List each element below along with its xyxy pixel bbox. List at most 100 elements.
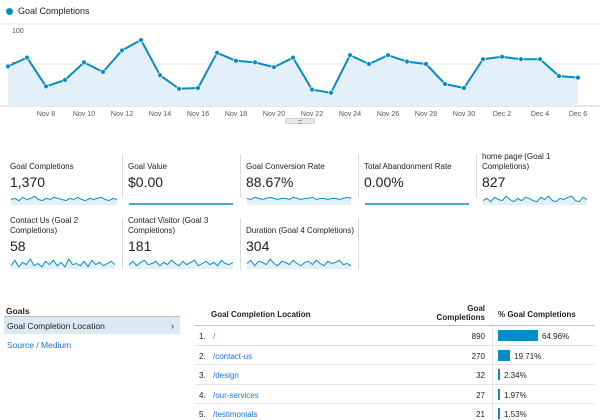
scorecard-home-page-goal[interactable]: home page (Goal 1 Completions) 827	[482, 146, 590, 206]
scorecard-duration-goal[interactable]: Duration (Goal 4 Completions) 304	[246, 216, 358, 270]
legend-label: Goal Completions	[18, 6, 90, 16]
x-tick-label: Nov 26	[377, 111, 399, 118]
goals-divider	[4, 316, 180, 317]
column-header-completions[interactable]: Goal Completions	[436, 304, 485, 322]
row-location-link[interactable]: /design	[213, 371, 239, 380]
data-point[interactable]	[309, 86, 315, 93]
data-point[interactable]	[81, 59, 87, 66]
scorecard-label: Contact Visitor (Goal 3 Completions)	[128, 216, 209, 235]
row-index: 5.	[199, 410, 206, 419]
x-tick-label: Nov 12	[111, 111, 133, 118]
chart-legend[interactable]: Goal Completions	[6, 6, 90, 16]
data-point[interactable]	[100, 69, 106, 75]
data-point[interactable]	[252, 59, 258, 66]
scorecard-value: 0.00%	[364, 174, 404, 190]
row-percent-value: 1.53%	[504, 410, 527, 419]
column-divider	[492, 326, 493, 345]
scorecard-divider	[122, 218, 123, 270]
row-index: 2.	[199, 351, 206, 361]
data-point[interactable]	[233, 58, 239, 64]
row-index: 3.	[199, 371, 206, 380]
scorecard-goal-completions[interactable]: Goal Completions 1,370	[10, 152, 122, 206]
column-header-location[interactable]: Goal Completion Location	[211, 310, 311, 319]
data-point[interactable]	[43, 83, 49, 90]
row-location-link[interactable]: /testimonials	[213, 410, 258, 419]
row-percent-value: 2.34%	[504, 371, 527, 380]
scorecard-value: 827	[482, 174, 506, 190]
data-point[interactable]	[62, 77, 68, 83]
row-index: 4.	[199, 390, 206, 400]
data-point[interactable]	[423, 61, 429, 67]
scorecard-flatline	[365, 203, 469, 205]
scorecard-label: Duration (Goal 4 Completions)	[246, 226, 355, 235]
scorecard-contact-visitor-goal[interactable]: Contact Visitor (Goal 3 Completions) 181	[128, 216, 240, 270]
data-point[interactable]	[537, 56, 543, 62]
scorecard-sparkline	[246, 258, 352, 269]
data-point[interactable]	[157, 72, 163, 78]
data-point[interactable]	[176, 86, 182, 92]
column-header-percent[interactable]: % Goal Completions	[498, 310, 576, 319]
scorecard-divider	[476, 154, 477, 198]
scorecard-value: 181	[128, 238, 152, 254]
table-row: 4. /our-services 27 1.97%	[195, 384, 595, 404]
chart-resize-handle[interactable]	[285, 118, 315, 124]
row-completions: 270	[471, 351, 485, 361]
scorecard-sparkline	[128, 259, 234, 269]
data-point[interactable]	[347, 52, 353, 58]
row-index: 1.	[199, 332, 206, 341]
scorecard-value: 1,370	[10, 174, 46, 190]
row-completions: 27	[476, 390, 485, 400]
row-location-link[interactable]: /contact-us	[213, 351, 253, 361]
data-point[interactable]	[518, 56, 524, 62]
data-point[interactable]	[214, 50, 220, 56]
row-location-link[interactable]: /our-services	[213, 390, 259, 400]
goals-nav-selected-item[interactable]: Goal Completion Location ›	[4, 317, 180, 334]
data-point[interactable]	[366, 61, 372, 67]
scorecard-goal-value[interactable]: Goal Value $0.00	[128, 152, 240, 206]
x-tick-label: Nov 18	[225, 111, 247, 118]
data-point[interactable]	[290, 54, 296, 61]
data-point[interactable]	[119, 47, 125, 54]
row-completions: 21	[476, 410, 485, 419]
scorecard-value: 304	[246, 238, 270, 254]
goals-section-title: Goals	[6, 306, 30, 316]
data-point[interactable]	[328, 90, 334, 96]
table-row: 5. /testimonials 21 1.53%	[195, 404, 595, 420]
column-divider	[492, 384, 493, 403]
data-point[interactable]	[24, 54, 30, 61]
row-completions: 890	[471, 332, 485, 341]
table-row: 2. /contact-us 270 19.71%	[195, 345, 595, 365]
x-tick-label: Nov 30	[453, 111, 475, 118]
x-tick-label: Nov 10	[73, 111, 95, 118]
scorecard-label: Contact Us (Goal 2 Completions)	[10, 216, 79, 235]
data-point[interactable]	[5, 63, 11, 70]
data-point[interactable]	[385, 52, 391, 58]
goals-nav-selected-label: Goal Completion Location	[7, 320, 105, 331]
scorecard-label: Total Abandonment Rate	[364, 162, 452, 171]
data-point[interactable]	[480, 56, 486, 62]
scorecard-value: $0.00	[128, 174, 164, 190]
series-area	[8, 40, 578, 106]
sparkline-line	[246, 258, 352, 267]
scorecard-total-abandonment-rate[interactable]: Total Abandonment Rate 0.00%	[364, 152, 476, 206]
row-percent-bar	[498, 369, 500, 380]
data-point[interactable]	[195, 85, 201, 91]
x-tick-label: Nov 24	[339, 111, 361, 118]
data-point[interactable]	[271, 64, 277, 70]
sparkline-area	[247, 259, 351, 269]
row-completions: 32	[476, 371, 485, 380]
scorecard-contact-us-goal[interactable]: Contact Us (Goal 2 Completions) 58	[10, 216, 122, 270]
data-point[interactable]	[461, 85, 467, 91]
scorecard-goal-conversion-rate[interactable]: Goal Conversion Rate 88.67%	[246, 152, 358, 206]
goals-nav-source-medium-link[interactable]: Source / Medium	[7, 340, 72, 350]
data-point[interactable]	[499, 54, 505, 60]
row-percent-value: 64.96%	[542, 332, 570, 341]
row-location-link[interactable]: /	[213, 332, 216, 341]
data-point[interactable]	[404, 58, 410, 65]
data-point[interactable]	[556, 73, 562, 79]
data-point[interactable]	[138, 37, 144, 43]
x-tick-label: Nov 14	[149, 111, 171, 118]
data-point[interactable]	[575, 74, 581, 81]
data-point[interactable]	[442, 81, 448, 87]
